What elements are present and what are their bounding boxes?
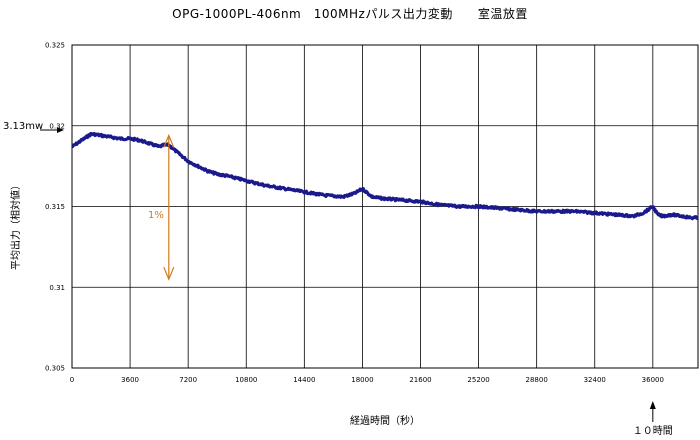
x-tick-label: 10800 <box>235 376 257 384</box>
time-marker-label: １０時間 <box>633 425 673 437</box>
reference-power-label: 3.13mw <box>3 121 43 132</box>
series-line <box>71 131 699 221</box>
x-tick-label: 36000 <box>642 376 664 384</box>
plot-frame <box>71 44 699 369</box>
y-tick-label: 0.325 <box>45 42 65 50</box>
time-marker-annotation: １０時間 <box>633 401 673 437</box>
x-tick-label: 0 <box>70 376 74 384</box>
x-tick-label: 18000 <box>351 376 373 384</box>
x-tick-label: 21600 <box>409 376 431 384</box>
y-axis-ticks: 0.305 0.31 0.315 0.32 0.325 <box>45 42 65 373</box>
x-tick-label: 14400 <box>293 376 315 384</box>
reference-arrowhead-icon <box>57 127 64 133</box>
y-tick-label: 0.315 <box>45 203 65 211</box>
percent-arrowhead-top-icon <box>163 133 175 148</box>
x-axis-title: 経過時間（秒） <box>350 414 420 427</box>
x-axis-ticks: 0 3600 7200 10800 14400 18000 21600 25200 28800 3… <box>70 376 664 384</box>
percent-arrowhead-bottom-icon <box>163 266 175 281</box>
y-axis-title: 平均出力（相対値） <box>9 180 22 270</box>
x-tick-label: 7200 <box>179 376 197 384</box>
time-marker-arrowhead-icon <box>649 401 656 409</box>
reference-annotation: 3.13mw <box>3 121 64 133</box>
chart-title: OPG-1000PL-406nm 100MHzパルス出力変動 室温放置 <box>172 6 528 21</box>
y-tick-label: 0.305 <box>45 365 65 373</box>
x-tick-label: 3600 <box>121 376 139 384</box>
y-tick-label: 0.31 <box>49 284 65 292</box>
x-tick-label: 28800 <box>526 376 548 384</box>
x-tick-label: 32400 <box>584 376 606 384</box>
y-tick-label: 0.32 <box>49 122 65 130</box>
x-tick-label: 25200 <box>467 376 489 384</box>
series-layer <box>71 131 699 221</box>
percent-label: 1% <box>148 210 164 221</box>
percent-range-annotation: 1% <box>148 133 175 281</box>
grid <box>72 45 698 368</box>
